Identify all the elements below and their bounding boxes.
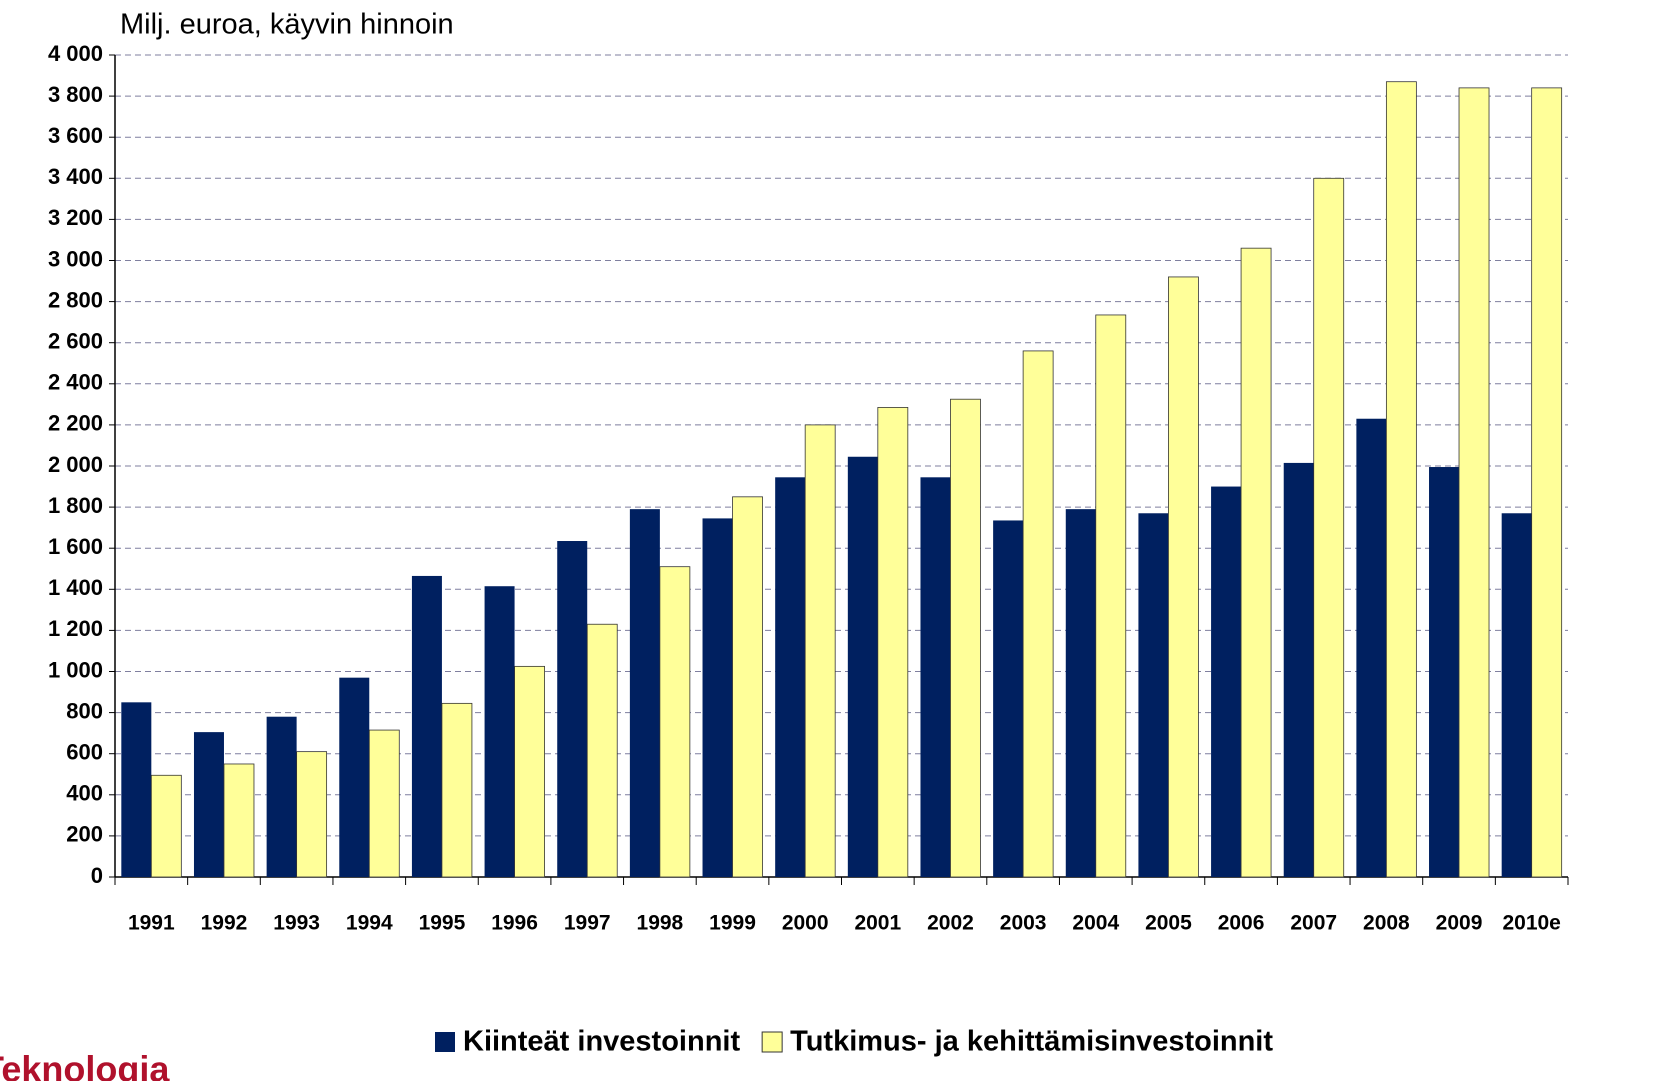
x-tick-label: 2006 <box>1218 912 1265 935</box>
x-tick-label: 1995 <box>419 912 466 935</box>
x-tick-label: 1997 <box>564 912 611 935</box>
bar <box>1531 87 1563 878</box>
bar <box>1283 462 1314 877</box>
bar <box>920 477 951 877</box>
bar <box>484 586 515 877</box>
bar <box>847 456 878 877</box>
y-tick-label: 1 800 <box>48 493 103 518</box>
x-tick-label: 1996 <box>491 912 538 935</box>
y-tick-label: 3 200 <box>48 205 103 230</box>
bar <box>1095 314 1127 878</box>
y-tick-label: 3 600 <box>48 123 103 148</box>
y-tick-label: 2 200 <box>48 411 103 436</box>
bar <box>1211 486 1242 877</box>
bar <box>1356 418 1387 877</box>
bar <box>877 407 909 878</box>
bar <box>441 702 473 878</box>
bar <box>296 751 328 878</box>
bar <box>339 677 370 877</box>
y-tick-label: 1 400 <box>48 575 103 600</box>
bar <box>411 575 442 877</box>
y-tick-label: 600 <box>66 740 103 765</box>
chart-subtitle: Milj. euroa, käyvin hinnoin <box>120 9 454 41</box>
x-tick-label: 2004 <box>1072 912 1119 935</box>
bar <box>993 520 1024 877</box>
bar <box>950 398 981 878</box>
bar <box>223 763 255 878</box>
x-tick-label: 2001 <box>854 912 901 935</box>
bar <box>1240 247 1272 878</box>
y-tick-label: 1 000 <box>48 657 103 682</box>
bar <box>514 665 545 878</box>
y-tick-label: 1 200 <box>48 616 103 641</box>
bar <box>804 424 836 878</box>
legend-swatch <box>435 1032 455 1052</box>
bar <box>702 518 733 877</box>
bar <box>121 702 152 877</box>
bar <box>1168 276 1199 878</box>
bar <box>193 732 224 877</box>
x-tick-label: 1998 <box>637 912 684 935</box>
x-tick-label: 2005 <box>1145 912 1192 935</box>
y-tick-label: 4 000 <box>48 41 103 66</box>
bar <box>1385 81 1417 878</box>
x-tick-label: 2007 <box>1290 912 1337 935</box>
y-tick-label: 0 <box>91 863 103 888</box>
bar <box>1138 513 1169 877</box>
y-tick-label: 2 000 <box>48 452 103 477</box>
y-tick-label: 200 <box>66 822 103 847</box>
bar <box>629 509 660 877</box>
bar <box>586 623 618 878</box>
x-tick-label: 2003 <box>1000 912 1047 935</box>
x-tick-label: 2002 <box>927 912 974 935</box>
x-tick-label: 1993 <box>273 912 320 935</box>
x-tick-label: 1991 <box>128 912 175 935</box>
x-tick-label: 2010e <box>1502 912 1560 935</box>
legend-label: Kiinteät investoinnit <box>463 1026 740 1058</box>
legend-swatch <box>761 1031 783 1053</box>
bar <box>1429 467 1460 877</box>
y-tick-label: 400 <box>66 781 103 806</box>
bar <box>1501 513 1532 877</box>
bar <box>368 729 400 878</box>
bar <box>732 496 763 878</box>
y-tick-label: 2 800 <box>48 287 103 312</box>
bar <box>1313 177 1345 878</box>
y-tick-label: 3 800 <box>48 82 103 107</box>
bar <box>659 566 691 878</box>
legend-label: Tutkimus- ja kehittämisinvestoinnit <box>790 1026 1273 1058</box>
y-tick-label: 3 400 <box>48 164 103 189</box>
x-tick-label: 2000 <box>782 912 829 935</box>
bar <box>1065 509 1096 877</box>
y-tick-label: 2 600 <box>48 329 103 354</box>
logo: Teknologia <box>0 1049 170 1081</box>
x-tick-label: 2008 <box>1363 912 1410 935</box>
y-tick-label: 2 400 <box>48 370 103 395</box>
bar <box>775 477 806 877</box>
bar <box>1458 87 1490 878</box>
x-tick-label: 1999 <box>709 912 756 935</box>
bar <box>557 541 588 877</box>
y-tick-label: 800 <box>66 698 103 723</box>
bar <box>1022 350 1054 878</box>
x-tick-label: 2009 <box>1436 912 1483 935</box>
y-tick-label: 1 600 <box>48 534 103 559</box>
y-tick-label: 3 000 <box>48 246 103 271</box>
bar <box>266 716 297 877</box>
x-tick-label: 1992 <box>201 912 248 935</box>
bar <box>150 774 182 878</box>
x-tick-label: 1994 <box>346 912 393 935</box>
